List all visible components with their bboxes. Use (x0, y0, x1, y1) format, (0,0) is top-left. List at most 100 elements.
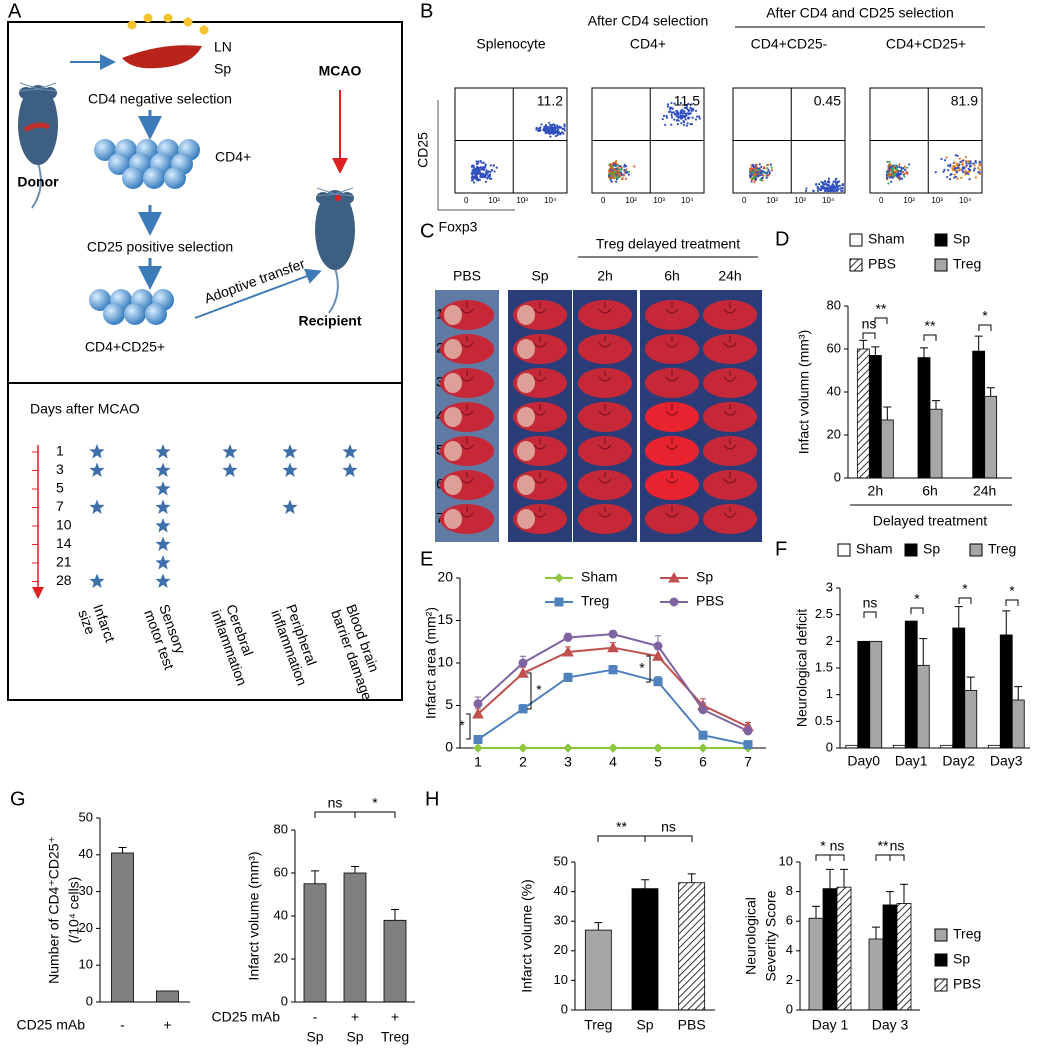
flow-dot (624, 177, 628, 180)
brain-slice (703, 504, 757, 534)
flow-dot (681, 108, 684, 111)
flow-dot (942, 170, 945, 173)
significance-label: * (536, 682, 542, 698)
flow-dot (901, 170, 905, 174)
legend-label: Treg (953, 926, 981, 942)
flow-dot (665, 114, 668, 118)
flow-dot (489, 164, 492, 167)
flow-dot (490, 177, 493, 180)
day-label: 10 (56, 517, 72, 533)
legend-swatch (934, 258, 948, 272)
flow-dot (563, 129, 566, 132)
y-tick-label: 40 (79, 846, 93, 861)
flow-dot (685, 124, 688, 127)
flow-tick: 0 (464, 196, 469, 205)
quadrant-value: 0.45 (814, 93, 841, 109)
flow-dot (972, 169, 976, 172)
x-axis-label: Delayed treatment (873, 513, 988, 529)
y-axis-label: Infarct area (mm²) (423, 607, 439, 719)
cell (124, 303, 146, 325)
flow-dot (897, 177, 900, 180)
flow-dot (619, 170, 622, 173)
flow-dot (674, 113, 677, 116)
flow-dot (888, 173, 891, 176)
significance-bracket (889, 854, 905, 861)
infarct-pale (517, 407, 535, 427)
significance-bracket (815, 854, 831, 861)
slice-detail (460, 404, 474, 416)
flow-dot (826, 183, 830, 186)
flow-dot (903, 168, 906, 171)
y-tick-label: 1.5 (815, 659, 833, 674)
flow-dot (754, 173, 757, 176)
y-tick-label: 20 (827, 426, 841, 441)
mouse-ear (316, 192, 330, 204)
flow-dot (753, 180, 756, 184)
flow-dot (610, 180, 613, 183)
flow-dot (680, 112, 684, 115)
x-tick-label: Day3 (990, 753, 1023, 769)
y-axis-label: Neurological deficit (794, 609, 810, 727)
flow-dot (831, 183, 834, 186)
flow-dot (900, 167, 904, 170)
column-header: PBS (453, 268, 481, 284)
flow-dot (620, 166, 623, 169)
flow-dot (688, 116, 691, 119)
x-row-label: - (313, 1009, 318, 1025)
flow-dot (972, 162, 975, 165)
slice-detail (533, 506, 547, 518)
schedule-star (155, 499, 171, 514)
error-bar (812, 905, 820, 919)
quadrant-value: 11.5 (674, 93, 700, 109)
bar (929, 408, 943, 479)
bar (584, 929, 612, 1011)
flow-dot (949, 165, 952, 168)
slice-detail (723, 506, 737, 518)
point (743, 740, 753, 750)
flow-dot (835, 182, 838, 185)
significance-bracket (646, 655, 651, 683)
x-tick-label: 2h (868, 483, 884, 499)
slice-detail (598, 472, 612, 484)
flow-dot (608, 168, 611, 171)
flow-dot (680, 122, 683, 125)
brain-slice (578, 368, 632, 398)
point (653, 677, 663, 687)
flow-dot (829, 189, 833, 192)
flow-dot (953, 176, 956, 179)
x-tick-label: Treg (584, 1017, 612, 1033)
y-axis-label: Neurological (743, 897, 759, 975)
flow-dot (963, 171, 967, 174)
flow-dot (826, 187, 829, 190)
y-tick-label: 0 (826, 739, 833, 754)
bar (896, 903, 912, 1011)
schedule-star (89, 462, 105, 477)
error-bar (986, 387, 995, 397)
flow-dot (677, 116, 681, 119)
flow-dot (472, 164, 475, 167)
flow-dot (890, 175, 893, 179)
x-axis-label: CD25 mAb (17, 1017, 86, 1033)
flow-tick: 10⁴ (544, 196, 557, 205)
day-label: 3 (56, 461, 64, 477)
y-tick-label: 40 (554, 883, 568, 898)
brain-slice (578, 436, 632, 466)
donor-label: Donor (17, 174, 59, 190)
flow-dot (824, 189, 828, 192)
flow-dot (840, 186, 843, 190)
schedule-star (342, 462, 358, 477)
mouse-tail (328, 267, 339, 314)
flow-dot (898, 165, 901, 169)
flow-dot (770, 169, 774, 172)
y-tick-label: 20 (79, 920, 93, 935)
flow-dot (547, 130, 550, 133)
significance-label: * (459, 717, 465, 733)
flow-dot (537, 129, 540, 133)
flow-dot (547, 121, 551, 124)
flow-dot (475, 168, 479, 171)
flow-dot (492, 164, 495, 167)
brain-slice (703, 436, 757, 466)
y-axis-label: Number of CD4⁺CD25⁺ (46, 836, 62, 984)
flow-dot (967, 160, 970, 163)
flow-dot (820, 187, 823, 190)
